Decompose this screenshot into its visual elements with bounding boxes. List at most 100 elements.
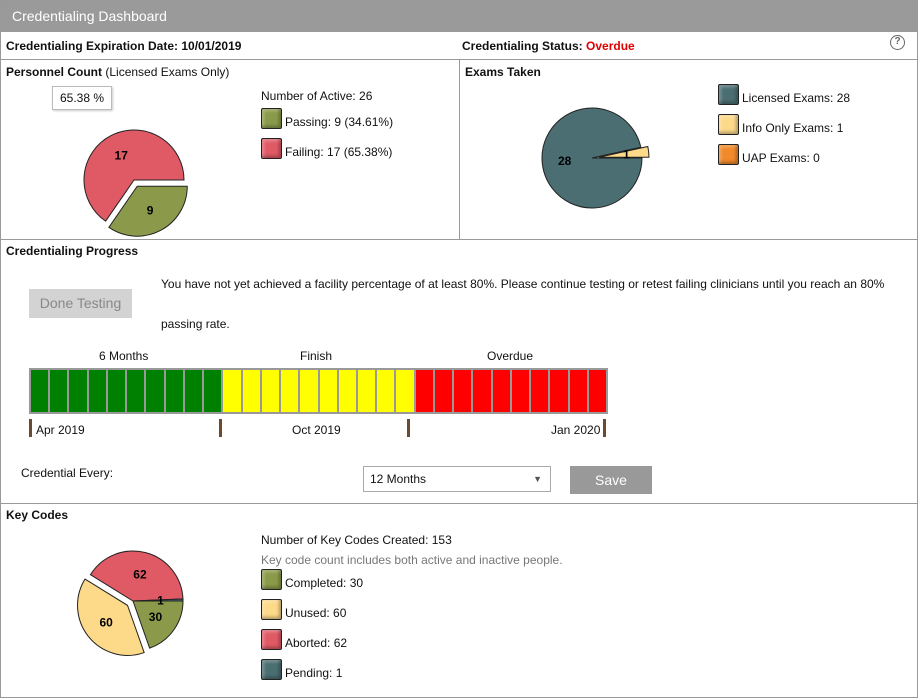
timeline-cell [223,370,241,412]
active-count: Number of Active: 26 [261,89,373,103]
timeline-cell [184,370,203,412]
timeline-cell [281,370,299,412]
pie-slice-label: 62 [133,567,147,581]
timeline-cell [396,370,414,412]
timeline-cell [511,370,530,412]
personnel-pie-chart[interactable]: 9 17 [61,115,201,245]
pie-slice-label: 1 [157,593,164,607]
legend-licensed: Licensed Exams: 28 [718,84,850,105]
timeline-cell [588,370,607,412]
timeline-cell [242,370,260,412]
legend-failing: Failing: 17 (65.38%) [261,138,392,159]
licensed-swatch [718,84,739,105]
timeline-cell [50,370,68,412]
pie-slice[interactable] [541,107,643,209]
uap-swatch [718,144,739,165]
pie-slice[interactable] [132,600,184,649]
pie-slice[interactable] [598,145,650,158]
timeline-cell [338,370,356,412]
expiration-date: Credentialing Expiration Date: 10/01/201… [6,39,242,53]
tick-end [603,419,606,437]
passing-swatch [261,108,282,129]
credential-every-label: Credential Every: [21,466,114,480]
timeline-cell [569,370,587,412]
pie-slice[interactable] [89,550,184,602]
legend-passing: Passing: 9 (34.61%) [261,108,393,129]
exams-pie-chart[interactable]: 28 1 [530,95,660,225]
timeline-cell [107,370,126,412]
info-only-swatch [718,114,739,135]
timeline-cell [261,370,280,412]
credential-every-select[interactable]: 12 Months ▼ [363,466,551,492]
keycodes-title: Key Codes [6,508,69,522]
timeline-cell [492,370,510,412]
timeline-cell [357,370,376,412]
pie-slice-label: 60 [99,616,113,630]
tick-start [29,419,32,437]
timeline-cell [31,370,49,412]
timeline-cell [204,370,222,412]
legend-aborted: Aborted: 62 [261,629,347,650]
tick-third [407,419,410,437]
pie-slice[interactable] [132,598,184,602]
done-testing-button[interactable]: Done Testing [29,289,132,318]
legend-info-only: Info Only Exams: 1 [718,114,843,135]
legend-completed: Completed: 30 [261,569,363,590]
unused-swatch [261,599,282,620]
date-jan-2020: Jan 2020 [551,423,601,437]
timeline-cell [69,370,87,412]
personnel-title: Personnel Count (Licensed Exams Only) [6,65,230,79]
pie-slice[interactable] [83,129,185,222]
timeline-cell [434,370,453,412]
keycodes-note: Key code count includes both active and … [261,553,563,567]
timeline-cell [165,370,183,412]
pie-slice[interactable] [77,578,145,656]
pie-slice-label: 17 [115,149,129,163]
window-title: Credentialing Dashboard [1,1,917,32]
phase-label-finish: Finish [300,349,333,363]
progress-title: Credentialing Progress [6,244,139,258]
keycodes-pie-chart[interactable]: 30 60 62 1 [61,541,201,671]
exams-title: Exams Taken [465,65,541,79]
aborted-swatch [261,629,282,650]
pie-slice[interactable] [108,185,188,237]
chevron-down-icon: ▼ [533,474,542,484]
progress-panel: Credentialing Progress [1,240,918,504]
legend-uap: UAP Exams: 0 [718,144,820,165]
timeline-cell [454,370,472,412]
timeline-cell [88,370,106,412]
keycodes-panel: Key Codes 30 60 62 1 Number of Key Codes Cr… [1,504,918,698]
personnel-panel: Personnel Count (Licensed Exams Only) 65… [1,60,460,240]
pie-slice-label: 9 [147,204,154,218]
progress-timeline [29,368,608,414]
save-button[interactable]: Save [570,466,652,494]
timeline-cell [550,370,568,412]
keycodes-created: Number of Key Codes Created: 153 [261,533,452,547]
summary-row: Credentialing Expiration Date: 10/01/201… [1,32,917,60]
legend-unused: Unused: 60 [261,599,346,620]
pie-slice-label: 30 [149,610,163,624]
timeline-cell [300,370,318,412]
phase-label-overdue: Overdue [487,349,534,363]
phase-label-6-months: 6 Months [99,349,149,363]
timeline-cell [319,370,337,412]
progress-message-cont: passing rate. [161,317,230,331]
pending-swatch [261,659,282,680]
credentialing-status: Credentialing Status: Overdue [462,39,635,53]
pie-slice-label: 28 [558,154,572,168]
timeline-cell [127,370,145,412]
date-apr-2019: Apr 2019 [36,423,85,437]
failing-swatch [261,138,282,159]
completed-swatch [261,569,282,590]
timeline-cell [473,370,491,412]
date-oct-2019: Oct 2019 [292,423,341,437]
legend-pending: Pending: 1 [261,659,342,680]
timeline-cell [146,370,164,412]
pie-slice-label: 1 [623,147,630,161]
timeline-cell [531,370,549,412]
pie-tooltip: 65.38 % [52,86,113,110]
exams-panel: Exams Taken 28 1 Licensed Exams: 28 Info … [460,60,918,240]
tick-mid [219,419,222,437]
help-icon[interactable]: ? [890,35,905,50]
